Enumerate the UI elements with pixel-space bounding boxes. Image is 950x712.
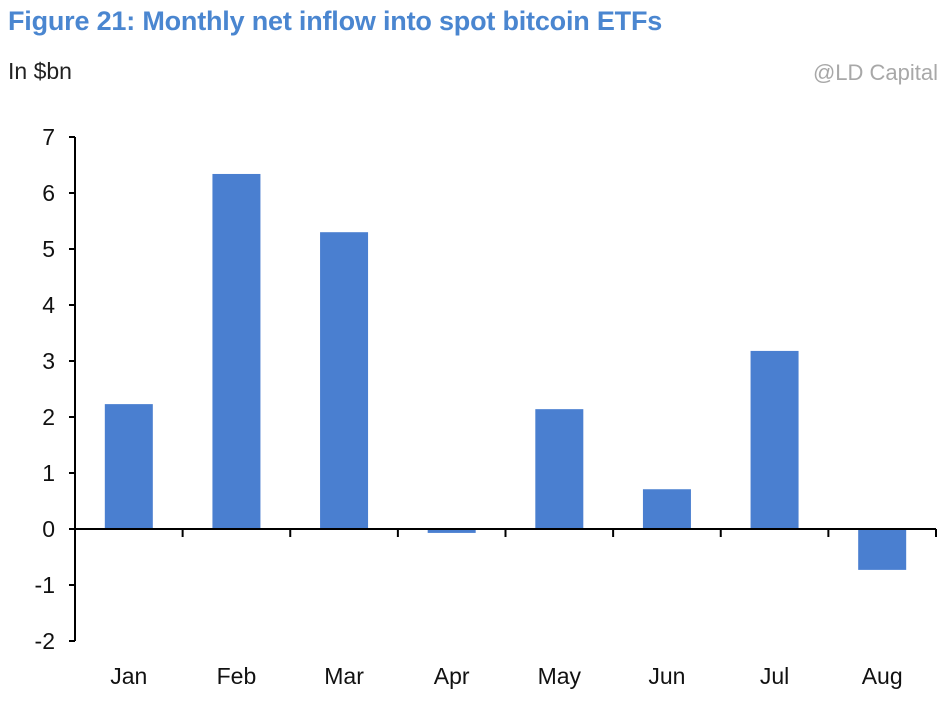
x-tick-label: Apr — [434, 663, 470, 689]
y-tick-label: -2 — [35, 628, 55, 654]
bar-jul — [750, 350, 799, 529]
chart-title: Figure 21: Monthly net inflow into spot … — [8, 6, 663, 36]
y-tick-label: 5 — [42, 236, 55, 262]
x-tick-label: Aug — [862, 663, 903, 689]
bar-mar — [320, 232, 369, 529]
y-tick-label: 6 — [42, 180, 55, 206]
x-tick-label: Mar — [324, 663, 364, 689]
bar-feb — [212, 173, 261, 529]
bar-apr — [427, 529, 476, 533]
bar-aug — [858, 529, 907, 570]
y-tick-label: 0 — [42, 516, 55, 542]
y-tick-label: 1 — [42, 460, 55, 486]
x-tick-label: Jun — [648, 663, 685, 689]
y-axis-unit-label: In $bn — [8, 58, 72, 84]
bar-jun — [642, 489, 691, 529]
y-tick-label: 3 — [42, 348, 55, 374]
bar-may — [535, 409, 584, 529]
x-tick-label: May — [538, 663, 582, 689]
watermark: @LD Capital — [812, 60, 938, 85]
y-tick-label: 7 — [42, 124, 55, 150]
y-tick-label: 2 — [42, 404, 55, 430]
bar-jan — [104, 404, 153, 529]
y-tick-label: -1 — [35, 572, 55, 598]
x-tick-label: Jan — [110, 663, 147, 689]
x-tick-label: Feb — [217, 663, 257, 689]
x-tick-label: Jul — [760, 663, 789, 689]
y-tick-label: 4 — [42, 292, 55, 318]
